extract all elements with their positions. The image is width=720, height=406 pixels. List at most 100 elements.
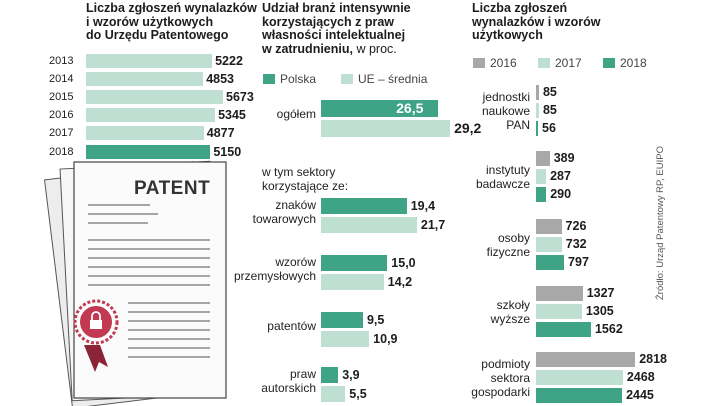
- panel2-title-line: Udział branż intensywnie: [262, 1, 411, 15]
- ue-bar: [321, 120, 451, 137]
- panel3-title-line: wynalazków i wzorów: [472, 14, 601, 29]
- panel2-title-line: w zatrudnieniu, w proc.: [262, 41, 397, 56]
- year-label: 2015: [49, 91, 74, 104]
- year-value: 4877: [206, 126, 235, 141]
- sector-label-line: wzorów: [275, 255, 316, 269]
- polska-bar: [321, 100, 439, 117]
- sector-label-line: towarowych: [252, 212, 316, 226]
- legend-label-2016: 2016: [490, 56, 517, 70]
- entity-value-2018: 797: [568, 255, 589, 269]
- year-label: 2014: [49, 73, 74, 86]
- entity-bar-2016: [536, 219, 562, 234]
- sector-heading: w tym sektory korzystające ze:: [262, 165, 348, 193]
- entity-bar-2017: [536, 370, 623, 385]
- entity-label-line: PAN: [506, 118, 530, 132]
- legend-label-ue: UE – średnia: [358, 72, 428, 86]
- ue-value: 5,5: [349, 387, 367, 401]
- entity-value-2018: 56: [542, 121, 556, 135]
- entity-label-line: fizyczne: [486, 245, 530, 259]
- entity-bar-2018: [536, 187, 547, 202]
- entity-label-line: instytuty: [485, 163, 530, 177]
- panel2-title: Udział branż intensywnie korzystających z…: [262, 1, 411, 56]
- ue-value: 29,2: [454, 120, 482, 136]
- legend-swatch-2018: [603, 58, 615, 68]
- year-bar: [86, 144, 211, 159]
- ue-value: 10,9: [373, 332, 398, 346]
- legend-swatch-2017: [538, 58, 550, 68]
- panel1-title-line: i wzorów użytkowych: [86, 14, 214, 29]
- ue-value: 14,2: [387, 275, 413, 289]
- polska-value: 26,5: [396, 100, 424, 116]
- entity-label-line: wyższe: [490, 312, 530, 326]
- legend-swatch-ue: [341, 74, 353, 84]
- ue-value: 21,7: [420, 218, 446, 232]
- entity-bar-2018: [536, 388, 623, 403]
- ue-bar: [321, 386, 346, 402]
- polska-value: 9,5: [366, 313, 385, 327]
- polska-bar: [321, 367, 339, 383]
- entity-bar-2017: [536, 304, 582, 319]
- entity-bar-2017: [536, 237, 562, 252]
- source-note: Źródło: Urząd Patentowy RP, EUIPO: [655, 146, 666, 300]
- year-bar: [86, 90, 223, 105]
- sector-label: patentów: [220, 319, 316, 333]
- entity-value-2016: 2818: [639, 352, 667, 366]
- entity-value-2017: 732: [565, 237, 587, 251]
- entity-value-2016: 726: [565, 219, 587, 233]
- sector-label-line: znaków: [275, 198, 316, 212]
- legend-label-polska: Polska: [280, 72, 317, 86]
- lock-icon-shackle: [91, 311, 101, 320]
- entity-label: instytuty badawcze: [440, 163, 530, 191]
- entity-value-2016: 85: [542, 85, 557, 99]
- polska-value: 19,4: [410, 199, 436, 213]
- sector-label-line: autorskich: [261, 381, 316, 395]
- year-label: 2016: [49, 109, 74, 122]
- panel3-title: Liczba zgłoszeń wynalazków i wzorów użytko…: [472, 1, 601, 43]
- legend-label-2017: 2017: [555, 56, 582, 70]
- sector-heading-line: w tym sektory: [262, 165, 336, 179]
- seal-ring: [73, 299, 119, 345]
- legend-label-2018: 2018: [620, 56, 647, 70]
- year-value: 5673: [226, 90, 254, 105]
- panel2-title-line: własności intelektualnej: [262, 28, 406, 42]
- entity-label-line: jednostki: [482, 90, 530, 104]
- entity-value-2017: 85: [542, 103, 557, 117]
- entity-value-2016: 1327: [586, 286, 615, 300]
- panel1-title-line: do Urzędu Patentowego: [86, 28, 229, 42]
- entity-label-line: szkoły: [496, 298, 530, 312]
- polska-bar: [321, 312, 363, 328]
- entity-value-2018: 2445: [626, 388, 654, 402]
- entity-bar-2018: [536, 322, 591, 337]
- sector-label-line: ogółem: [276, 107, 316, 121]
- lock-icon: [90, 320, 102, 329]
- polska-bar: [321, 255, 388, 271]
- entity-bar-2018: [536, 255, 565, 270]
- sector-label: praw autorskich: [220, 367, 316, 395]
- entity-bar-2017: [536, 103, 539, 118]
- panel2-title-line: korzystających z praw: [262, 14, 395, 29]
- year-label: 2013: [49, 55, 74, 67]
- entity-label: osoby fizyczne: [440, 231, 530, 259]
- entity-value-2017: 1305: [585, 304, 614, 318]
- sector-heading-line: korzystające ze:: [262, 179, 349, 193]
- legend-swatch-2016: [473, 58, 485, 68]
- year-bar: [86, 126, 204, 141]
- entity-label-line: podmioty: [481, 357, 530, 371]
- ue-bar: [321, 331, 370, 347]
- entity-label-line: naukowe: [481, 104, 530, 118]
- polska-value: 15,0: [391, 256, 416, 270]
- panel2-title-unit: w proc.: [352, 41, 397, 56]
- year-value: 4853: [206, 72, 234, 87]
- entity-value-2017: 287: [550, 169, 571, 183]
- panel1-title-line: Liczba zgłoszeń wynalazków: [86, 1, 257, 15]
- polska-bar: [321, 198, 407, 214]
- year-value: 5345: [218, 108, 246, 123]
- legend-swatch-polska: [263, 74, 275, 84]
- entity-value-2018: 290: [550, 187, 572, 201]
- entity-value-2017: 2468: [626, 370, 655, 384]
- year-label: 2018: [49, 145, 74, 158]
- entity-bar-2016: [536, 151, 550, 166]
- polska-value: 3,9: [342, 368, 360, 382]
- sector-label: ogółem: [220, 107, 316, 121]
- entity-label-line: badawcze: [475, 177, 530, 191]
